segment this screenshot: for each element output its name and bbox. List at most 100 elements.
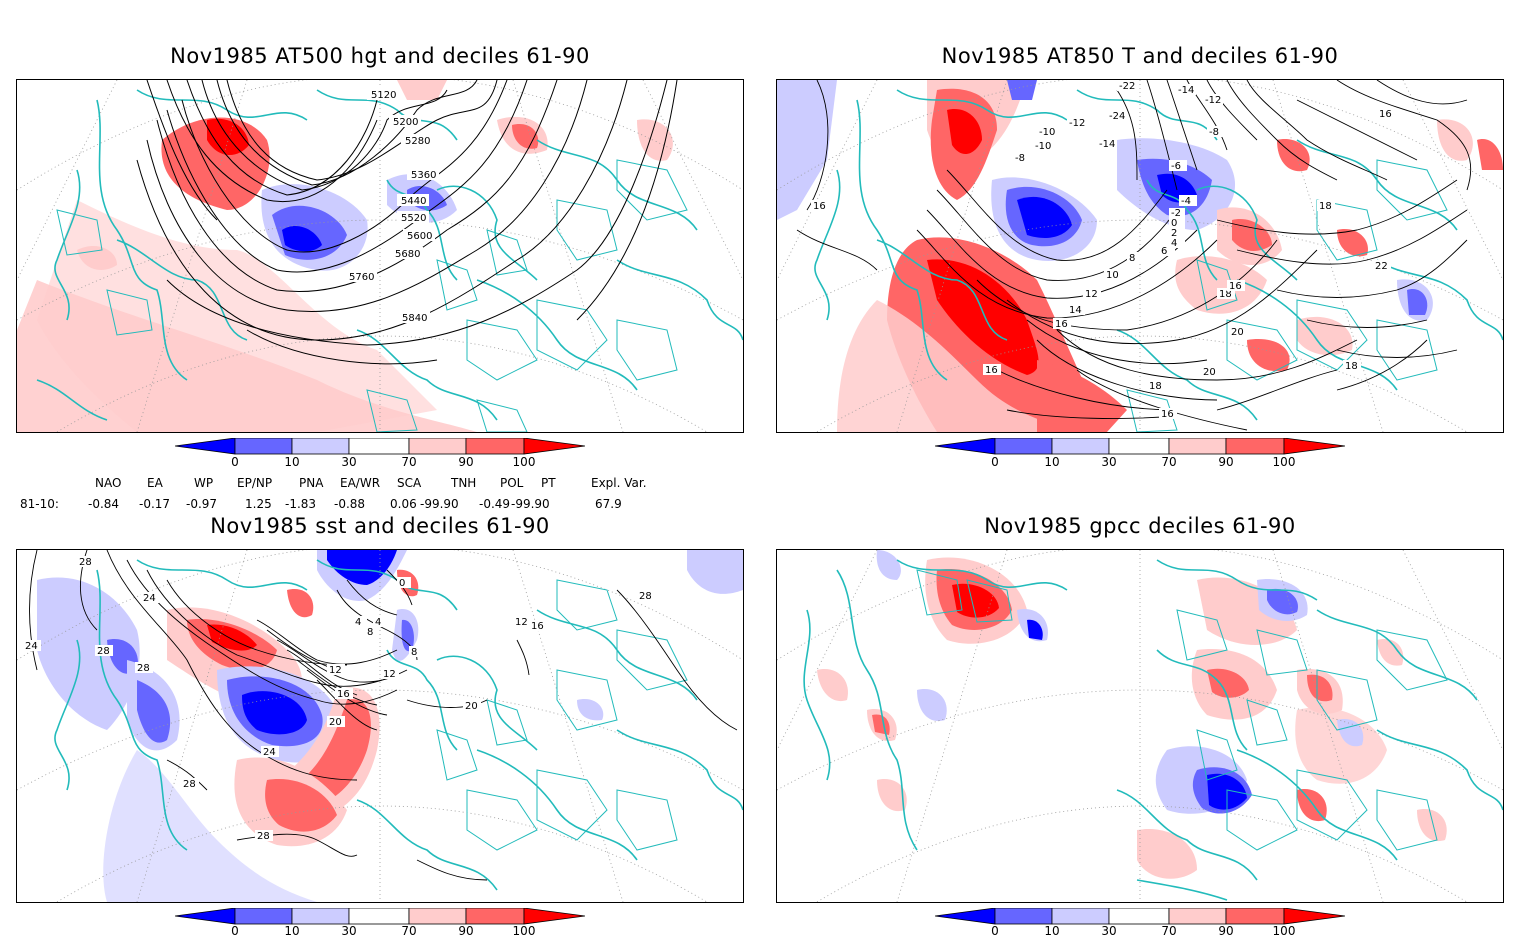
- index-header: WP: [194, 476, 214, 490]
- index-value: -1.83: [285, 497, 317, 511]
- p3-contour-label: 28: [79, 557, 92, 568]
- index-header: POL: [500, 476, 524, 490]
- panel4-map-svg: [777, 550, 1503, 902]
- index-header: PT: [541, 476, 556, 490]
- index-header: TNH: [451, 476, 477, 490]
- p3-contour-label: 28: [639, 591, 652, 602]
- p3-contour-label: 8: [367, 627, 373, 638]
- p3-contour-label: 20: [465, 701, 478, 712]
- p1-contour-label: 5120: [371, 90, 396, 101]
- colorbar-label: 30: [341, 924, 357, 938]
- p2-contour-label: 18: [1345, 361, 1358, 372]
- p3-contour-label: 4: [375, 617, 381, 628]
- p2-contour-label: -10: [1039, 127, 1055, 138]
- p2-contour-label: -8: [1209, 127, 1219, 138]
- index-header: NAO: [95, 476, 122, 490]
- p2-contour-label: -2: [1171, 208, 1181, 219]
- colorbar-label: 90: [458, 924, 474, 938]
- p1-contour-label: 5680: [395, 249, 420, 260]
- p2-contour-label: -6: [1171, 161, 1181, 172]
- p1-contour-label: 5520: [401, 213, 426, 224]
- p3-contour-label: 0: [399, 578, 405, 589]
- p2-contour-label: 18: [1219, 289, 1232, 300]
- p3-contour-label: 12: [515, 617, 528, 628]
- index-header: SCA: [397, 476, 422, 490]
- p2-contour-label: -8: [1015, 153, 1025, 164]
- p2-contour-label: -24: [1109, 111, 1125, 122]
- colorbar-label: 100: [1272, 924, 1296, 938]
- p2-contour-label: 0: [1171, 218, 1177, 229]
- colorbar-label: 70: [1161, 924, 1177, 938]
- p2-contour-label: 4: [1171, 238, 1177, 249]
- p2-contour-label: -12: [1069, 118, 1085, 129]
- panel4-map: [776, 549, 1504, 903]
- p2-contour-label: 16: [1229, 281, 1242, 292]
- p2-contour-label: 20: [1231, 327, 1244, 338]
- p3-contour-label: 16: [531, 621, 544, 632]
- panel2-title: Nov1985 AT850 T and deciles 61-90: [941, 44, 1339, 68]
- index-value: -0.88: [334, 497, 366, 511]
- panel3-map: 28 24 24 28 28 0 4 4 8 8 12 12 16: [16, 549, 744, 903]
- colorbar-label: 10: [1044, 924, 1060, 938]
- p1-contour-label: 5840: [402, 313, 427, 324]
- p2-contour-label: 16: [1161, 409, 1174, 420]
- p3-contour-label: 28: [183, 779, 196, 790]
- p1-contour-label: 5360: [411, 170, 436, 181]
- teleconnection-index-table: NAO EA WP EP/NP PNA EA/WR SCA TNH POL PT…: [0, 472, 760, 514]
- p2-contour-label: 2: [1171, 228, 1177, 239]
- colorbar-label: 70: [1161, 455, 1177, 469]
- p2-contour-label: 22: [1375, 261, 1388, 272]
- index-value: 1.25: [245, 497, 272, 511]
- p3-contour-label: 24: [143, 593, 156, 604]
- p3-contour-label: 28: [97, 646, 110, 657]
- colorbar-svg: [934, 437, 1346, 455]
- colorbar-label: 10: [284, 455, 300, 469]
- panel2-map: -22 -14 -12 -24 16 -10 -12 -14 16 -8 -10…: [776, 79, 1504, 433]
- colorbar-label: 0: [231, 455, 239, 469]
- colorbar-label: 30: [1101, 924, 1117, 938]
- panel2-colorbar: 0 10 30 70 90 100: [934, 437, 1346, 478]
- panel1-map-svg: 5120 5200 5280 5360 5440 5520 5600 5680 …: [17, 80, 743, 432]
- p2-contour-label: 18: [1149, 381, 1162, 392]
- colorbar-label: 0: [231, 924, 239, 938]
- colorbar-label: 30: [1101, 455, 1117, 469]
- index-value: -0.17: [139, 497, 171, 511]
- index-header: EP/NP: [237, 476, 273, 490]
- p2-contour-label: 16: [985, 365, 998, 376]
- p2-contour-label: 8: [1129, 253, 1135, 264]
- index-header: EA/WR: [340, 476, 381, 490]
- colorbar-label: 0: [991, 455, 999, 469]
- p2-contour-label: 16: [813, 201, 826, 212]
- panel3-map-svg: 28 24 24 28 28 0 4 4 8 8 12 12 16: [17, 550, 743, 902]
- index-header: Expl. Var.: [591, 476, 647, 490]
- colorbar-label: 10: [1044, 455, 1060, 469]
- p3-contour-label: 28: [137, 663, 150, 674]
- p1-contour-label: 5200: [393, 117, 418, 128]
- colorbar-label: 10: [284, 924, 300, 938]
- panel1-map: 5120 5200 5280 5360 5440 5520 5600 5680 …: [16, 79, 744, 433]
- index-value: -0.49: [479, 497, 511, 511]
- p1-contour-label: 5760: [349, 272, 374, 283]
- index-value: -0.97: [186, 497, 218, 511]
- panel4-colorbar: 0 10 30 70 90 100: [934, 907, 1346, 940]
- index-value: 67.9: [595, 497, 622, 511]
- p2-contour-label: -14: [1178, 85, 1194, 96]
- p2-contour-label: -4: [1181, 196, 1191, 207]
- index-header: EA: [147, 476, 163, 490]
- colorbar-label: 0: [991, 924, 999, 938]
- colorbar-label: 70: [401, 455, 417, 469]
- colorbar-label: 90: [1218, 455, 1234, 469]
- p2-contour-label: 18: [1319, 201, 1332, 212]
- colorbar-svg: [174, 437, 586, 455]
- panel4-title: Nov1985 gpcc deciles 61-90: [984, 514, 1296, 538]
- p2-contour-label: -12: [1205, 95, 1221, 106]
- p2-contour-label: 10: [1106, 270, 1119, 281]
- panel1-colorbar: 0 10 30 70 90 100: [174, 437, 586, 478]
- colorbar-label: 100: [512, 455, 536, 469]
- p3-contour-label: 24: [263, 747, 276, 758]
- p1-contour-label: 5440: [401, 196, 426, 207]
- panel3-colorbar: 0 10 30 70 90 100: [174, 907, 586, 940]
- p3-contour-label: 24: [25, 641, 38, 652]
- index-value: 0.06: [390, 497, 417, 511]
- p3-contour-label: 4: [355, 617, 361, 628]
